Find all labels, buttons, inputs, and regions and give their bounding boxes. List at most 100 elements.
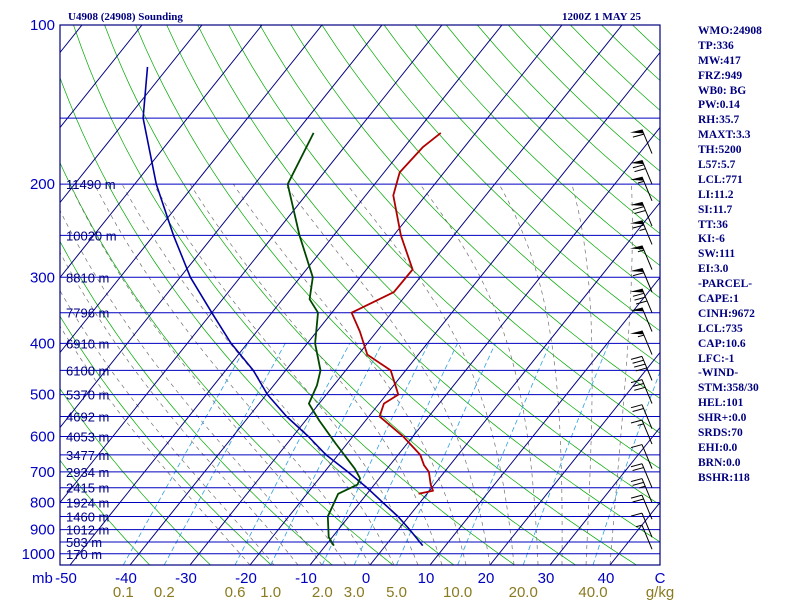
isotherm: [429, 276, 660, 565]
pressure-tick-label: 1000: [22, 546, 55, 563]
wind-barb: [630, 129, 653, 154]
isotherm: [69, 25, 503, 565]
wind-barb-staff: [641, 478, 653, 503]
sounding-indices-panel: WMO:24908 TP:336 MW:417 FRZ:949 WB0: BG PW:0.…: [698, 24, 798, 486]
mixing-ratio-line: [396, 343, 496, 565]
wind-barb-staff: [641, 176, 653, 201]
wind-barb: [630, 355, 653, 381]
temperature-trace: [350, 132, 442, 495]
wind-barb: [630, 267, 653, 293]
index-row: SI:11.7: [698, 203, 733, 216]
dry-adiabat: [383, 25, 660, 299]
chart-title: U4908 (24908) Sounding: [68, 11, 183, 23]
wind-barb-full: [634, 386, 646, 391]
plot-frame: [59, 24, 661, 566]
index-row: LCL:735: [698, 322, 743, 335]
moist-adiabat: [60, 251, 299, 565]
wind-barb: [635, 524, 653, 550]
index-row: FRZ:949: [698, 69, 743, 82]
wind-barb: [630, 176, 653, 201]
pressure-tick-label: 900: [30, 522, 55, 539]
index-row: -PARCEL-: [698, 278, 753, 291]
wind-barb-flag: [630, 330, 644, 335]
index-row: RH:35.7: [698, 114, 740, 127]
wind-barb-full: [634, 210, 646, 214]
wind-barb-full: [632, 408, 644, 413]
height-label: 2415 m: [66, 481, 109, 496]
wind-barb-staff: [641, 512, 653, 538]
dry-adiabat: [73, 25, 515, 565]
dry-adiabat: [414, 25, 660, 266]
dry-adiabat: [60, 388, 211, 565]
dry-adiabat: [259, 25, 660, 434]
isotherm: [60, 25, 383, 429]
wind-barb: [630, 444, 653, 469]
index-row: MW:417: [698, 54, 741, 67]
isotherm: [309, 126, 660, 565]
isotherms: [60, 25, 660, 565]
isotherm: [60, 25, 263, 279]
wind-barb-staff: [641, 159, 653, 185]
moist-adiabat: [121, 184, 395, 565]
index-row: SRDS:70: [698, 427, 743, 440]
index-row: TH:5200: [698, 144, 742, 157]
wind-barb: [630, 245, 653, 270]
wind-barb: [630, 379, 653, 404]
wind-barb-flag: [630, 307, 644, 312]
temperature-tick-label: -50: [55, 570, 77, 587]
height-label: 1012 m: [66, 523, 109, 538]
moist-adiabat: [609, 184, 633, 565]
index-row: MAXT:3.3: [698, 129, 751, 142]
wind-barb-staff: [641, 463, 653, 488]
index-row: BSHR:118: [698, 471, 750, 484]
wind-barb-full: [632, 133, 645, 138]
wind-barb-flag: [630, 288, 644, 293]
dry-adiabat: [60, 459, 150, 565]
temperature-tick-label: -30: [175, 570, 197, 587]
moist-adiabat: [60, 209, 323, 565]
wind-barb-full: [632, 498, 644, 503]
isotherm: [60, 25, 143, 129]
wind-barb-full: [630, 379, 643, 384]
index-row: LCL:771: [698, 173, 743, 186]
mixing-ratio-line: [353, 343, 458, 565]
wind-barb-half: [637, 334, 645, 338]
parcel-trace: [142, 66, 424, 547]
isotherm: [189, 25, 623, 565]
index-row: PW:0.14: [698, 99, 740, 112]
wind-barb: [630, 159, 653, 185]
wind-barbs: [630, 129, 653, 550]
wind-barb-flag: [630, 245, 644, 250]
wind-barb-full: [630, 404, 643, 409]
isotherm: [369, 201, 660, 565]
dry-adiabat: [321, 25, 660, 365]
height-label: 10020 m: [66, 228, 117, 243]
index-row: WMO:24908: [698, 25, 762, 37]
pressure-tick-label: 300: [30, 269, 55, 286]
dewpoint-trace: [286, 132, 362, 547]
mixing-ratio-line: [163, 343, 286, 565]
wind-barb-staff: [641, 330, 653, 355]
isobars: [60, 24, 660, 555]
isotherm: [129, 25, 563, 565]
index-row: CINH:9672: [698, 307, 755, 320]
height-label: 4053 m: [66, 429, 109, 444]
mixing-ratio-line: [321, 343, 430, 565]
wind-barb: [630, 419, 653, 445]
wind-barb-full: [632, 382, 644, 387]
wind-barb-staff: [641, 356, 653, 381]
moist-adiabats: [60, 183, 633, 565]
moist-adiabat: [233, 184, 467, 565]
wind-barb-full: [630, 512, 643, 517]
moist-adiabat: [60, 290, 275, 565]
wind-barb-full: [630, 463, 643, 468]
height-label: 6100 m: [66, 363, 109, 378]
moist-adiabat: [94, 184, 371, 565]
temperature-tick-label: 20: [478, 570, 495, 587]
mixing-ratio-label: 5.0: [386, 584, 407, 600]
wind-barb: [630, 494, 653, 520]
index-row: CAPE:1: [698, 293, 739, 306]
index-row: EHI:0.0: [698, 441, 738, 454]
